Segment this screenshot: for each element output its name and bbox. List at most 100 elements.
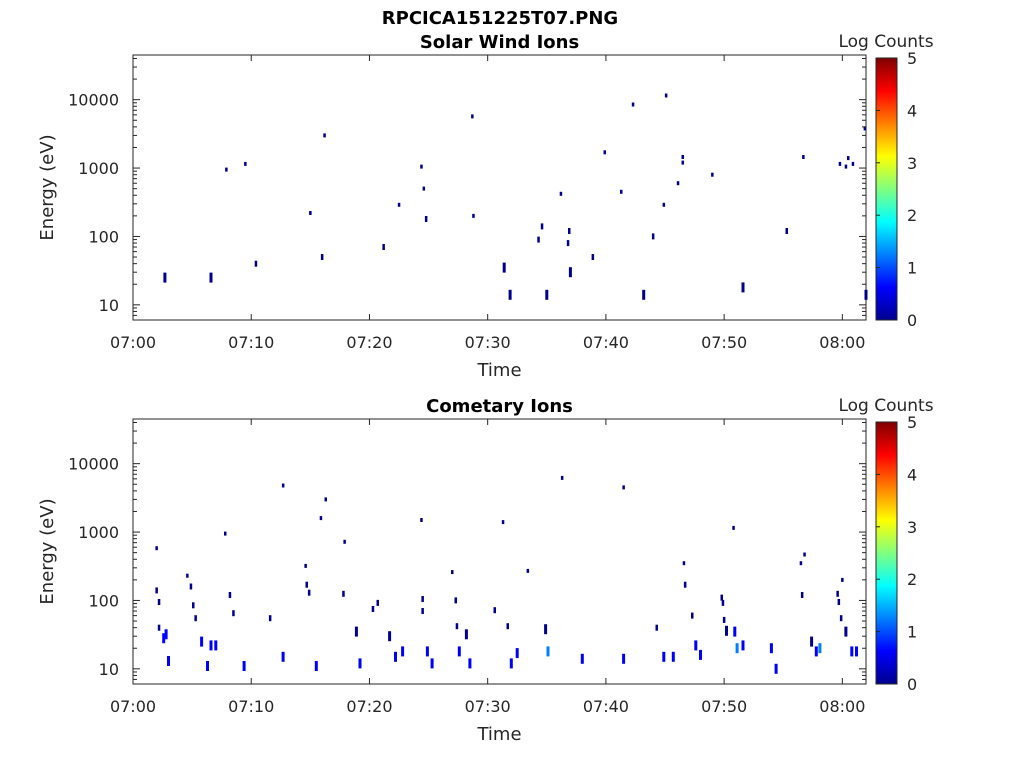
data-point xyxy=(164,629,168,640)
data-point xyxy=(681,160,684,165)
data-point xyxy=(343,539,346,544)
data-point xyxy=(732,525,735,530)
data-point xyxy=(189,583,193,590)
data-point xyxy=(844,164,848,169)
x-tick-label: 07:30 xyxy=(465,697,511,716)
data-point xyxy=(342,590,345,597)
data-point xyxy=(699,649,702,660)
colorbar-tick-label: 0 xyxy=(907,311,917,330)
data-point xyxy=(844,626,848,637)
colorbar-tick-label: 0 xyxy=(907,675,917,694)
data-point xyxy=(192,602,195,609)
data-point xyxy=(725,625,728,636)
data-point xyxy=(268,615,272,622)
colorbar-tick-label: 2 xyxy=(907,570,917,589)
data-point xyxy=(225,167,228,172)
data-point xyxy=(691,612,694,619)
chart-panel-2: 07:00 07:10 07:20 07:30 07:40 07:50 08:0010100… xyxy=(37,396,934,745)
y-axis-label: Energy (eV) xyxy=(37,134,58,240)
data-point xyxy=(401,646,405,657)
data-point xyxy=(388,631,392,642)
data-point xyxy=(741,282,745,293)
data-point xyxy=(810,636,814,647)
data-point xyxy=(836,590,839,597)
data-point xyxy=(242,661,246,671)
colorbar-label: Log Counts xyxy=(838,32,933,52)
data-point xyxy=(354,626,358,637)
y-tick-label: 100 xyxy=(88,591,119,610)
colorbar-tick-label: 3 xyxy=(907,154,917,173)
x-tick-label: 07:10 xyxy=(228,697,274,716)
data-point xyxy=(304,563,307,568)
data-point xyxy=(468,658,472,669)
colorbar-tick-label: 1 xyxy=(907,623,917,642)
data-point xyxy=(454,597,457,604)
x-tick-label: 07:20 xyxy=(346,333,392,352)
data-point xyxy=(376,599,379,606)
chart-panel-1: 07:00 07:10 07:20 07:30 07:40 07:50 08:0010100… xyxy=(37,32,934,381)
data-point xyxy=(818,643,822,654)
data-point xyxy=(382,244,385,250)
y-tick-label: 1000 xyxy=(78,159,119,178)
x-tick-label: 07:40 xyxy=(583,333,629,352)
data-point xyxy=(642,289,646,300)
x-tick-label: 07:10 xyxy=(228,333,274,352)
data-point xyxy=(506,623,509,630)
data-point xyxy=(546,646,550,657)
colorbar-tick-label: 5 xyxy=(907,49,917,68)
x-tick-label: 07:00 xyxy=(110,697,156,716)
x-axis-label: Time xyxy=(476,724,521,745)
data-point xyxy=(864,289,868,300)
plot-area xyxy=(132,418,867,685)
data-point xyxy=(451,570,454,575)
colorbar-tick-label: 2 xyxy=(907,206,917,225)
data-point xyxy=(155,587,158,594)
data-point xyxy=(850,646,854,657)
x-tick-label: 07:00 xyxy=(110,333,156,352)
data-point xyxy=(622,653,626,664)
y-axis-label: Energy (eV) xyxy=(37,498,58,604)
data-point xyxy=(855,646,858,657)
data-point xyxy=(157,599,161,605)
data-point xyxy=(683,581,687,588)
data-point xyxy=(224,531,227,536)
data-point xyxy=(814,646,818,657)
data-point xyxy=(502,262,506,273)
data-point xyxy=(694,640,698,651)
data-points xyxy=(155,475,858,674)
data-point xyxy=(457,646,461,657)
plot-area xyxy=(132,54,867,321)
data-point xyxy=(464,629,468,640)
data-point xyxy=(397,202,401,207)
data-point xyxy=(509,658,513,669)
data-point xyxy=(839,615,843,622)
figure-title: RPCICA151225T07.PNG xyxy=(382,8,618,29)
x-tick-label: 07:40 xyxy=(583,697,629,716)
data-point xyxy=(422,186,426,191)
data-point xyxy=(863,126,867,131)
colorbar-label: Log Counts xyxy=(838,396,933,416)
data-point xyxy=(394,651,397,662)
y-tick-label: 1000 xyxy=(78,523,119,542)
data-point xyxy=(244,161,247,166)
data-point xyxy=(155,546,158,551)
data-point xyxy=(358,658,362,669)
data-point xyxy=(214,640,218,651)
chart-title: Solar Wind Ions xyxy=(420,32,579,53)
colorbar-tick-label: 5 xyxy=(907,413,917,432)
y-tick-label: 10000 xyxy=(68,455,119,474)
data-point xyxy=(720,594,723,601)
data-point xyxy=(515,648,519,659)
data-point xyxy=(655,624,658,631)
data-point xyxy=(314,661,318,671)
data-point xyxy=(662,651,666,662)
x-tick-label: 08:00 xyxy=(819,697,865,716)
data-point xyxy=(305,581,308,588)
x-tick-label: 07:50 xyxy=(701,697,747,716)
data-point xyxy=(209,640,213,651)
data-point xyxy=(774,663,778,674)
x-tick-label: 08:00 xyxy=(819,333,865,352)
data-point xyxy=(735,643,739,654)
data-point xyxy=(622,485,625,490)
data-point xyxy=(163,272,167,283)
